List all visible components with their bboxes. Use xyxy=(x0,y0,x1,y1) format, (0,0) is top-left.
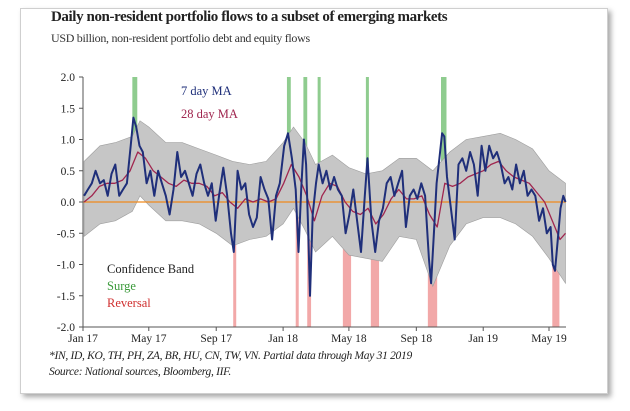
legend-ma7: 7 day MA xyxy=(181,84,232,98)
source-note: Source: National sources, Bloomberg, IIF… xyxy=(49,366,232,378)
legend: 7 day MA 28 day MA Confidence Band Surge Rev… xyxy=(107,84,238,310)
surge-bar xyxy=(303,77,308,202)
y-tick-label: -0.5 xyxy=(57,228,75,240)
y-tick-label: 0.5 xyxy=(61,166,76,178)
reversal-bar xyxy=(342,202,352,327)
x-tick-label: Jan 19 xyxy=(468,333,498,345)
series-lines xyxy=(83,116,567,297)
x-tick-label: Sep 18 xyxy=(401,333,433,345)
surge-bar xyxy=(365,77,369,202)
y-tick-label: 2.0 xyxy=(61,72,76,84)
y-tick-label: 1.0 xyxy=(61,135,76,147)
y-tick-label: -2.0 xyxy=(57,322,75,334)
y-tick-label: 1.5 xyxy=(61,103,76,115)
legend-confidence-band: Confidence Band xyxy=(107,262,195,276)
x-tick-label: Jan 18 xyxy=(268,333,298,345)
y-tick-label: -1.5 xyxy=(57,291,75,303)
footnote: *IN, ID, KO, TH, PH, ZA, BR, HU, CN, TW,… xyxy=(49,350,412,362)
x-tick-label: Jan 17 xyxy=(68,333,98,345)
chart-title: Daily non-resident portfolio flows to a … xyxy=(51,9,448,25)
y-tick-label: -1.0 xyxy=(57,260,75,272)
x-tick-label: May 17 xyxy=(131,333,167,345)
legend-ma28: 28 day MA xyxy=(181,107,238,121)
y-tick-label: 0.0 xyxy=(61,197,76,209)
chart-subtitle: USD billion, non-resident portfolio debt… xyxy=(51,31,310,45)
x-tick-label: May 18 xyxy=(331,333,367,345)
ma7-line xyxy=(83,116,567,297)
reversal-bar xyxy=(370,202,380,327)
reversal-bar xyxy=(295,202,299,327)
surge-bar xyxy=(317,77,321,202)
ma28-line xyxy=(83,151,566,241)
legend-reversal: Reversal xyxy=(107,296,151,310)
axes xyxy=(82,77,566,328)
reversal-bar xyxy=(233,202,237,327)
chart-panel: Daily non-resident portfolio flows to a … xyxy=(20,8,608,394)
legend-surge: Surge xyxy=(107,279,136,293)
x-tick-label: May 19 xyxy=(531,333,567,345)
x-tick-label: Sep 17 xyxy=(200,333,232,345)
